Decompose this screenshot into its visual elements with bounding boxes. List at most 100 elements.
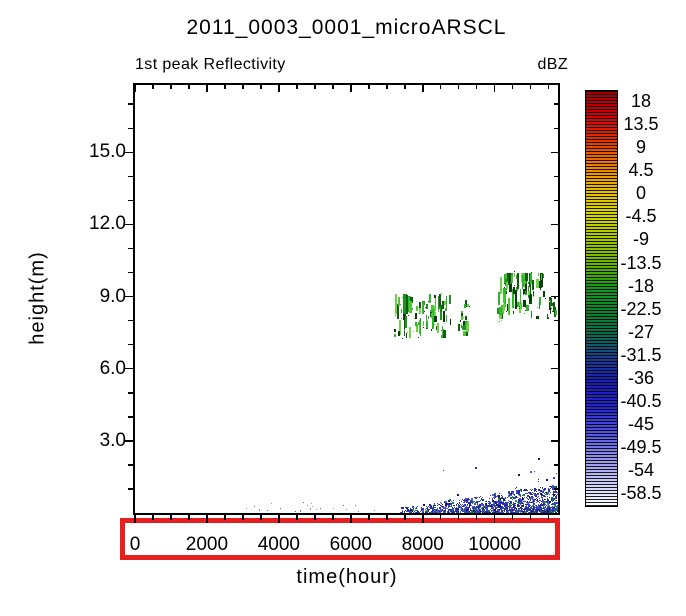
data-pixel	[271, 502, 272, 504]
data-pixel	[531, 509, 532, 511]
data-pixel	[530, 511, 532, 513]
data-pixel	[406, 511, 408, 513]
data-pixel	[448, 508, 450, 510]
data-pixel	[511, 272, 514, 279]
data-pixel	[440, 306, 442, 321]
data-pixel	[435, 507, 437, 509]
data-pixel	[522, 511, 524, 513]
x-axis-tick	[314, 85, 316, 89]
data-pixel	[407, 507, 409, 509]
data-pixel	[434, 315, 438, 322]
data-pixel	[404, 507, 406, 509]
data-pixel	[510, 494, 512, 497]
data-pixel	[551, 486, 553, 488]
data-pixel	[500, 512, 502, 513]
data-pixel	[414, 321, 417, 326]
data-pixel	[404, 315, 407, 328]
data-pixel	[417, 321, 420, 325]
data-pixel	[440, 503, 442, 505]
data-pixel	[556, 499, 558, 501]
plot-area	[133, 83, 560, 515]
data-pixel	[499, 501, 501, 504]
data-pixel	[403, 320, 405, 336]
data-pixel	[536, 491, 538, 493]
y-axis-tick	[554, 247, 558, 250]
data-pixel	[490, 494, 492, 496]
data-pixel	[549, 508, 551, 510]
data-pixel	[542, 495, 545, 498]
data-pixel	[503, 505, 506, 508]
data-pixel	[436, 507, 438, 509]
data-pixel	[478, 506, 480, 507]
data-pixel	[541, 502, 542, 504]
data-pixel	[555, 489, 557, 491]
data-pixel	[435, 510, 437, 512]
data-pixel	[537, 506, 539, 508]
data-pixel	[410, 510, 413, 513]
y-tick-label: 9.0	[99, 285, 126, 307]
data-pixel	[499, 277, 502, 295]
data-pixel	[458, 499, 460, 501]
data-pixel	[409, 509, 411, 511]
data-pixel	[508, 507, 510, 509]
data-pixel	[525, 511, 528, 513]
data-pixel	[511, 496, 513, 498]
data-pixel	[452, 507, 454, 509]
x-axis-tick	[422, 515, 424, 523]
data-pixel	[549, 485, 551, 487]
data-pixel	[513, 494, 515, 496]
data-pixel	[523, 504, 525, 505]
data-pixel	[509, 502, 511, 504]
data-pixel	[548, 511, 550, 513]
data-pixel	[484, 504, 487, 507]
x-axis-tick	[134, 85, 136, 92]
data-pixel	[440, 509, 443, 511]
data-pixel	[519, 510, 522, 513]
data-pixel	[460, 312, 463, 317]
data-pixel	[475, 505, 477, 507]
x-axis-tick	[457, 515, 460, 520]
data-pixel	[444, 505, 446, 507]
data-pixel	[465, 331, 466, 333]
data-pixel	[540, 499, 542, 501]
data-pixel	[447, 509, 450, 512]
x-axis-tick	[404, 515, 406, 520]
colorbar-label: 4.5	[628, 160, 654, 181]
data-pixel	[444, 323, 445, 325]
data-pixel	[547, 505, 549, 507]
data-pixel	[525, 504, 527, 505]
colorbar-label: 9	[635, 137, 646, 158]
data-pixel	[540, 503, 542, 505]
data-pixel	[503, 508, 505, 509]
y-axis-tick	[128, 464, 133, 466]
data-pixel	[502, 498, 504, 500]
data-pixel	[455, 505, 457, 507]
data-pixel	[508, 508, 510, 510]
y-axis-tick	[128, 271, 133, 274]
data-pixel	[428, 506, 430, 508]
x-axis-tick	[152, 85, 154, 89]
x-tick-label: 0	[129, 534, 141, 555]
data-pixel	[505, 501, 507, 503]
data-pixel	[471, 499, 473, 501]
data-pixel	[430, 313, 433, 318]
data-pixel	[554, 494, 556, 496]
data-pixel	[464, 502, 465, 504]
data-pixel	[536, 502, 538, 504]
data-pixel	[516, 489, 518, 492]
data-pixel	[514, 290, 517, 310]
data-pixel	[433, 310, 435, 312]
data-pixel	[553, 509, 556, 512]
data-pixel	[432, 308, 435, 330]
data-pixel	[551, 504, 553, 506]
data-pixel	[439, 311, 441, 313]
data-pixel	[543, 504, 545, 506]
data-pixel	[488, 501, 491, 504]
data-pixel	[467, 503, 468, 505]
data-pixel	[534, 491, 535, 493]
data-pixel	[527, 286, 529, 299]
x-axis-tick	[134, 515, 136, 523]
y-axis-tick	[128, 127, 133, 130]
data-pixel	[548, 490, 550, 492]
data-pixel	[477, 506, 480, 508]
